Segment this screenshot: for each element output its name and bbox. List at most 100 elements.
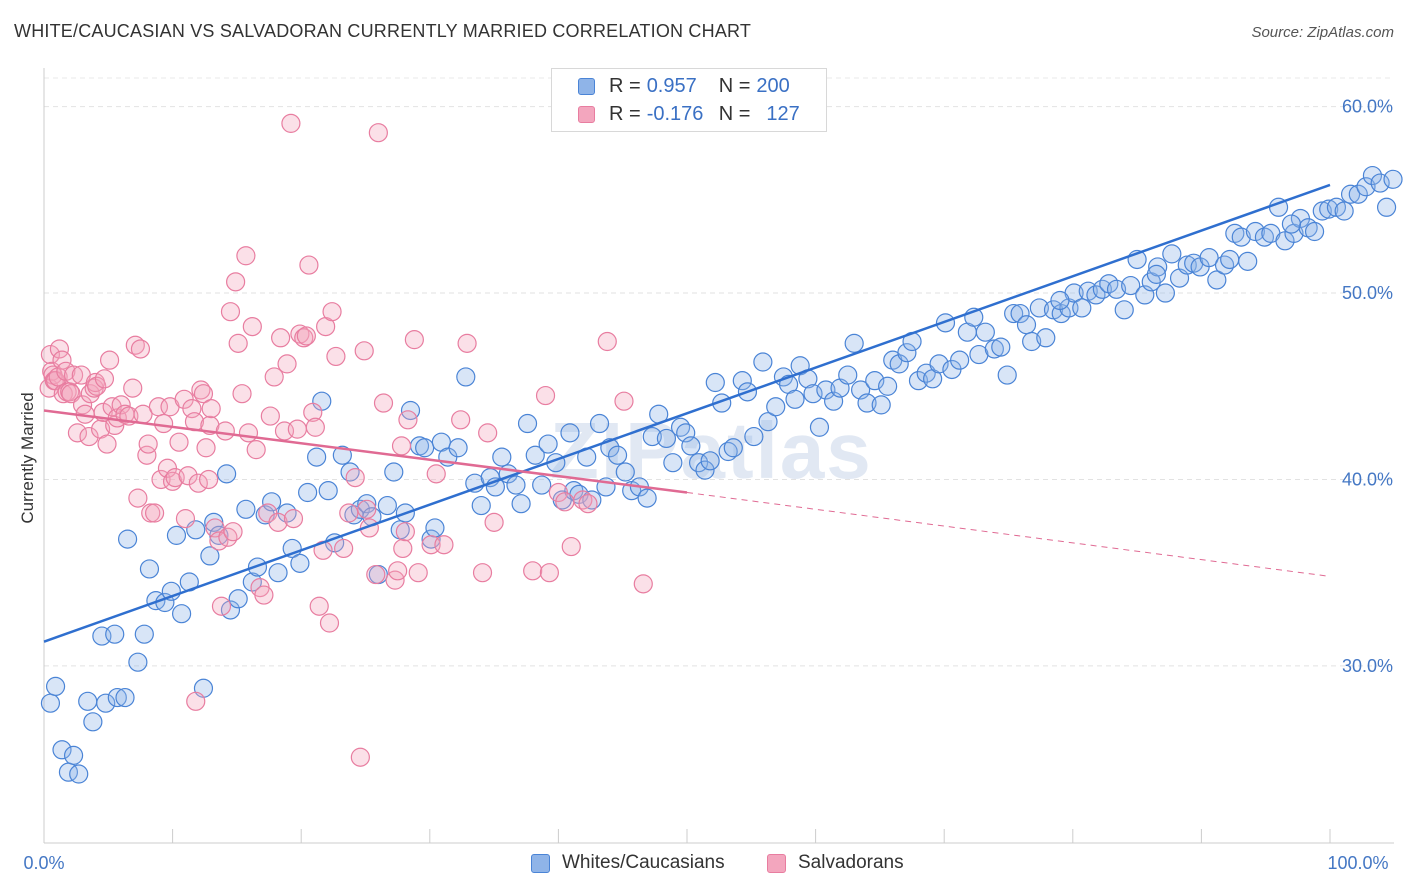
legend-label-salvadorans: Salvadorans [798, 852, 904, 873]
salvadoran-point [555, 492, 575, 512]
y-tick-label: 60.0% [1342, 97, 1393, 117]
salvadoran-point [339, 503, 359, 523]
salvadoran-point [201, 399, 221, 419]
white-point [1319, 199, 1339, 219]
white-point [663, 453, 683, 473]
salvadoran-point [614, 391, 634, 411]
salvadoran-point [232, 384, 252, 404]
white-point [384, 462, 404, 482]
salvadoran-point [309, 596, 329, 616]
white-point [448, 438, 468, 458]
white-point [318, 481, 338, 501]
white-point [1106, 279, 1127, 299]
white-point [1340, 184, 1361, 204]
salvadoran-point [472, 563, 493, 583]
white-point [878, 376, 898, 396]
white-point [1114, 300, 1134, 320]
white-point [1281, 214, 1302, 234]
white-point [670, 417, 691, 437]
white-point [415, 438, 435, 458]
salvadoran-point [283, 509, 304, 529]
white-point [1004, 303, 1024, 324]
white-point [69, 764, 89, 784]
white-point [1245, 221, 1266, 242]
salvadoran-point [49, 339, 70, 359]
y-tick-label: 40.0% [1342, 469, 1393, 489]
salvadoran-point [130, 339, 151, 359]
white-point [471, 495, 491, 516]
white-point [816, 380, 836, 400]
white-point [1148, 257, 1168, 277]
legend-row-white: R = 0.957 N = 200 [552, 72, 790, 100]
white-point [589, 413, 610, 434]
salvadoran-point [350, 747, 370, 767]
salvadoran-point [366, 564, 386, 585]
white-point [758, 412, 778, 432]
salvadoran-point [246, 440, 266, 460]
salvadoran-point [478, 423, 498, 443]
white-point [425, 518, 445, 538]
legend-n-label: N = [718, 102, 751, 125]
salvadoran-point [220, 302, 241, 322]
trend-lines [43, 183, 1331, 643]
salvadoran-point [236, 246, 256, 266]
legend-r-label: R = [609, 102, 641, 125]
salvadoran-point [368, 123, 388, 143]
white-point [1348, 184, 1368, 204]
white-point [1121, 275, 1141, 296]
salvadoran-point [373, 393, 394, 413]
white-point [268, 563, 288, 583]
white-point [236, 499, 256, 519]
salvadoran-point [242, 316, 262, 337]
salvadoran-point [578, 494, 598, 514]
y-tick-label: 50.0% [1342, 283, 1393, 303]
white-point [1370, 173, 1390, 193]
salvadoran-point [67, 423, 88, 443]
salvadoran-point [111, 395, 131, 415]
salvadoran-point [99, 350, 120, 370]
salvadoran-point [254, 585, 274, 605]
white-point [1010, 303, 1030, 324]
axes [43, 68, 1394, 844]
white-point [975, 322, 995, 342]
salvadoran-point [322, 302, 342, 322]
white-point [332, 445, 352, 465]
white-point [950, 350, 970, 370]
source-label: Source: ZipAtlas.com [1251, 24, 1394, 41]
white-point [681, 436, 701, 456]
legend-r-value: -0.176 [646, 102, 704, 125]
white-point [785, 389, 805, 409]
white-point [506, 475, 526, 495]
salvadoran-point [169, 432, 189, 452]
salvadoran-point [175, 509, 196, 529]
white-point [217, 464, 237, 484]
salvadoran-point [539, 563, 559, 583]
legend-row-salvadoran: R = -0.176 N = 127 [552, 100, 800, 128]
salvadoran-point [144, 503, 165, 523]
legend-swatch-white [578, 77, 595, 95]
white-point [262, 492, 282, 512]
white-point [935, 313, 956, 333]
white-point [200, 546, 220, 566]
white-point [1376, 197, 1397, 217]
salvadoran-trend-extension [686, 492, 1331, 577]
legend-item-salvadorans: Salvadorans [767, 852, 904, 874]
white-point [290, 553, 310, 573]
salvadoran-point [395, 522, 415, 542]
salvadoran-trend-line [43, 409, 688, 494]
salvadoran-point [319, 613, 340, 633]
white-point [45, 676, 66, 697]
salvadoran-point [238, 423, 259, 443]
white-point [1036, 328, 1056, 348]
white-point [1022, 331, 1042, 352]
white-point [700, 451, 720, 471]
white-point [166, 525, 187, 545]
swatch-whites [531, 853, 550, 873]
salvadoran-point [277, 354, 297, 374]
salvadoran-point [211, 596, 232, 616]
white-point [298, 482, 318, 503]
white-point [1072, 298, 1092, 318]
salvadoran-point [215, 421, 235, 441]
salvadoran-point [354, 341, 374, 361]
white-point [871, 395, 891, 415]
